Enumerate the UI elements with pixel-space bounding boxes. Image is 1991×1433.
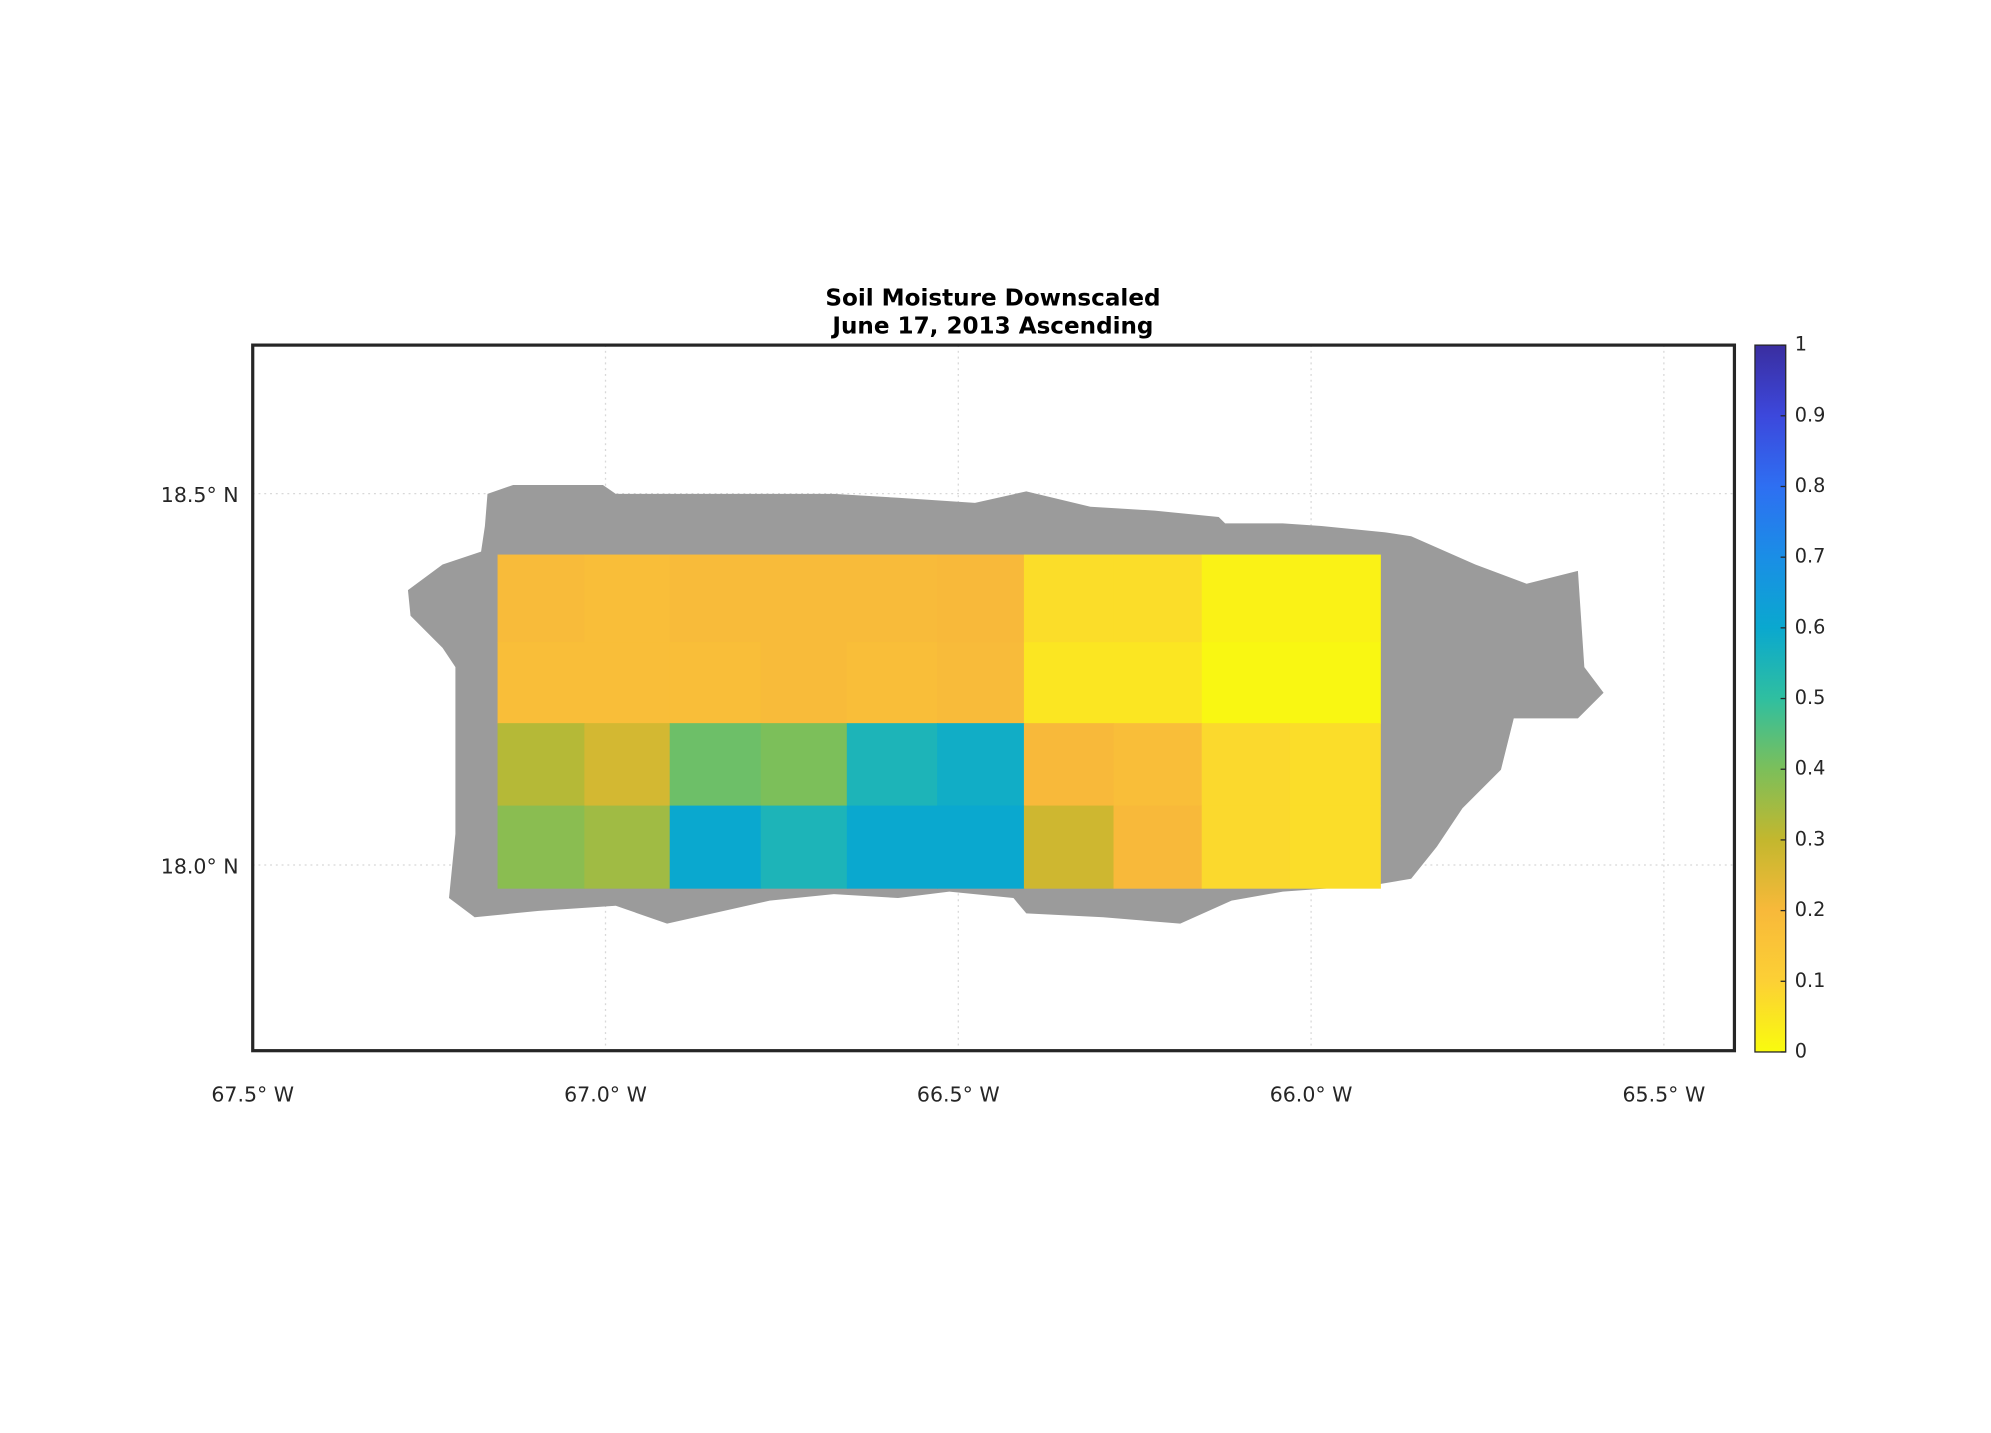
moisture-cell [1023,642,1115,724]
moisture-cell [760,805,848,889]
moisture-cell [497,805,585,889]
moisture-cell [1113,554,1203,643]
x-tick-label: 67.5° W [211,1083,294,1107]
colorbar-tick-label: 0.7 [1795,545,1826,568]
moisture-cell [846,805,938,889]
moisture-cell [584,805,671,889]
axes-box [251,343,1737,1053]
moisture-cell [584,642,671,724]
colorbar-tick-label: 0.2 [1795,898,1826,921]
moisture-cell [1113,805,1203,889]
moisture-cell [1201,642,1291,724]
colorbar-tick-label: 0.6 [1795,615,1826,638]
moisture-cell [1289,723,1381,807]
map-subtitle: June 17, 2013 Ascending [830,314,1153,340]
moisture-cell [669,554,762,643]
moisture-cell [937,554,1025,643]
x-tick-label: 67.0° W [564,1083,647,1107]
moisture-cell [497,723,585,807]
moisture-cell [584,554,671,643]
moisture-cell [669,642,762,724]
moisture-cell [497,554,585,643]
colorbar-tick-label: 0.9 [1795,403,1826,426]
moisture-cell [937,723,1025,807]
moisture-cell [760,723,848,807]
moisture-cell [846,723,938,807]
moisture-cell [1201,805,1291,889]
moisture-cell [1289,642,1381,724]
colorbar-tick-label: 1 [1795,333,1807,356]
moisture-cell [1113,642,1203,724]
moisture-cell [1023,723,1115,807]
colorbar-tick-label: 0.4 [1795,757,1826,780]
map-title: Soil Moisture Downscaled [825,285,1160,311]
moisture-cell [669,805,762,889]
colorbar-tick-label: 0 [1795,1039,1807,1062]
moisture-cell [846,554,938,643]
moisture-cell [497,642,585,724]
moisture-cell [1023,554,1115,643]
y-tick-label: 18.0° N [161,855,239,879]
x-tick-label: 66.5° W [917,1083,1000,1107]
moisture-cell [846,642,938,724]
moisture-cell [1201,723,1291,807]
moisture-cell [760,642,848,724]
moisture-cell [669,723,762,807]
moisture-cell [937,642,1025,724]
colorbar-tick-label: 0.5 [1795,686,1826,709]
colorbar-tick-label: 0.3 [1795,827,1826,850]
moisture-cell [760,554,848,643]
moisture-cell [1113,723,1203,807]
y-tick-label: 18.5° N [161,483,239,507]
colorbar-tick-label: 0.8 [1795,474,1826,497]
moisture-cell [937,805,1025,889]
moisture-cell [1023,805,1115,889]
moisture-cell [1289,554,1381,643]
moisture-cell [1289,805,1381,889]
x-tick-label: 66.0° W [1270,1083,1353,1107]
moisture-cell [1201,554,1291,643]
colorbar-tick-label: 0.1 [1795,969,1826,992]
x-tick-label: 65.5° W [1622,1083,1705,1107]
moisture-cell [584,723,671,807]
